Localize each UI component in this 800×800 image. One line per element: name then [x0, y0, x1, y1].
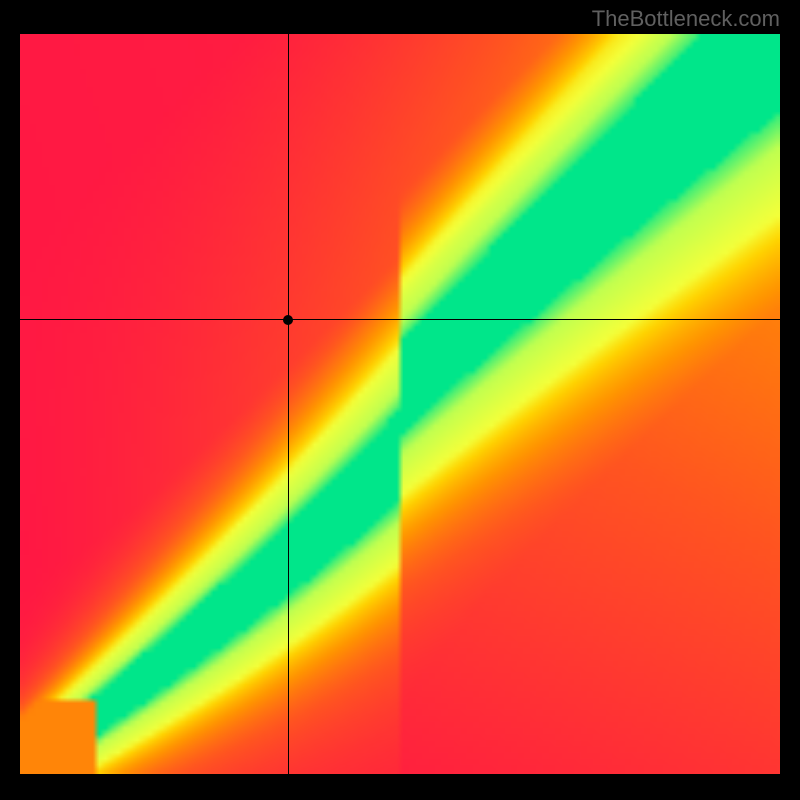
chart-container: TheBottleneck.com — [0, 0, 800, 800]
crosshair-vertical — [288, 34, 289, 774]
watermark-text: TheBottleneck.com — [592, 6, 780, 32]
heatmap-canvas — [20, 34, 780, 774]
crosshair-marker-dot — [283, 315, 293, 325]
plot-area — [20, 34, 780, 774]
crosshair-horizontal — [20, 319, 780, 320]
